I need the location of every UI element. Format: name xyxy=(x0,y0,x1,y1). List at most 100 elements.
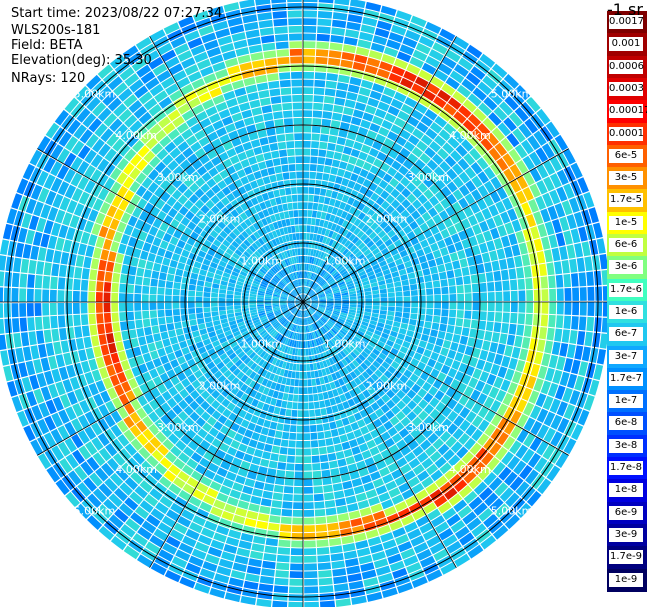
backscatter-cell xyxy=(251,285,259,290)
backscatter-cell xyxy=(427,432,439,444)
backscatter-cell xyxy=(324,158,333,166)
backscatter-cell xyxy=(326,304,334,307)
backscatter-cell xyxy=(376,206,385,216)
backscatter-cell xyxy=(285,378,291,386)
backscatter-cell xyxy=(365,252,374,260)
backscatter-cell xyxy=(215,431,226,442)
backscatter-cell xyxy=(149,244,159,255)
backscatter-cell xyxy=(65,315,74,327)
backscatter-cell xyxy=(187,302,195,309)
backscatter-cell xyxy=(289,323,294,331)
backscatter-cell xyxy=(454,479,468,493)
backscatter-cell xyxy=(109,218,120,231)
backscatter-cell xyxy=(476,359,486,370)
backscatter-cell xyxy=(179,233,189,243)
backscatter-cell xyxy=(75,503,91,519)
backscatter-cell xyxy=(329,42,343,51)
backscatter-cell xyxy=(65,453,79,469)
backscatter-cell xyxy=(462,99,477,113)
backscatter-cell xyxy=(264,323,272,330)
backscatter-cell xyxy=(134,293,142,302)
backscatter-cell xyxy=(212,173,223,184)
backscatter-cell xyxy=(321,415,329,424)
backscatter-cell xyxy=(474,211,485,223)
backscatter-cell xyxy=(36,170,49,187)
backscatter-cell xyxy=(395,296,403,302)
backscatter-cell xyxy=(209,261,218,269)
backscatter-cell xyxy=(68,253,77,266)
backscatter-cell xyxy=(373,267,382,274)
backscatter-cell xyxy=(303,302,306,310)
backscatter-cell xyxy=(124,402,135,415)
backscatter-cell xyxy=(283,320,289,327)
backscatter-cell xyxy=(471,347,481,359)
backscatter-cell xyxy=(128,357,138,368)
backscatter-cell xyxy=(331,207,339,216)
backscatter-cell xyxy=(219,169,230,179)
backscatter-cell xyxy=(559,216,570,232)
backscatter-cell xyxy=(473,108,487,122)
backscatter-cell xyxy=(356,402,365,412)
backscatter-cell xyxy=(19,317,28,332)
backscatter-cell xyxy=(289,347,294,355)
backscatter-cell xyxy=(181,128,194,140)
backscatter-cell xyxy=(541,289,549,301)
backscatter-cell xyxy=(155,198,166,210)
backscatter-cell xyxy=(65,278,74,290)
backscatter-cell xyxy=(484,492,499,507)
backscatter-cell xyxy=(325,358,332,367)
backscatter-cell xyxy=(103,312,112,323)
backscatter-cell xyxy=(481,207,492,220)
backscatter-cell xyxy=(72,290,80,302)
backscatter-cell xyxy=(338,281,345,286)
backscatter-cell xyxy=(311,298,318,301)
backscatter-cell xyxy=(200,351,210,360)
backscatter-cell xyxy=(245,336,253,343)
backscatter-cell xyxy=(341,338,349,346)
backscatter-cell xyxy=(355,250,363,258)
backscatter-cell xyxy=(243,21,259,31)
backscatter-cell xyxy=(265,294,272,298)
backscatter-cell xyxy=(117,350,127,362)
backscatter-cell xyxy=(142,428,155,441)
backscatter-cell xyxy=(173,315,181,323)
backscatter-cell xyxy=(458,230,468,241)
backscatter-cell xyxy=(202,258,211,266)
backscatter-cell xyxy=(315,64,327,73)
backscatter-cell xyxy=(174,43,190,56)
backscatter-cell xyxy=(157,287,165,295)
backscatter-cell xyxy=(306,287,310,295)
backscatter-cell xyxy=(237,351,246,359)
backscatter-cell xyxy=(427,207,438,218)
backscatter-cell xyxy=(303,202,308,210)
backscatter-cell xyxy=(285,285,292,292)
backscatter-cell xyxy=(320,318,326,324)
backscatter-cell xyxy=(264,344,271,352)
backscatter-cell xyxy=(147,181,159,194)
backscatter-cell xyxy=(372,348,381,356)
backscatter-cell xyxy=(74,326,83,338)
backscatter-cell xyxy=(189,182,200,193)
colorbar-tick-label: 6e-9 xyxy=(609,505,643,520)
backscatter-cell xyxy=(247,37,261,46)
backscatter-cell xyxy=(43,220,54,235)
backscatter-cell xyxy=(307,210,313,218)
backscatter-cell xyxy=(253,373,261,382)
backscatter-cell xyxy=(265,537,279,547)
backscatter-cell xyxy=(533,289,541,302)
backscatter-cell xyxy=(174,212,184,223)
backscatter-cell xyxy=(251,314,259,319)
backscatter-cell xyxy=(246,510,259,520)
backscatter-cell xyxy=(251,354,259,362)
backscatter-cell xyxy=(221,378,231,388)
backscatter-cell xyxy=(303,140,311,148)
backscatter-cell xyxy=(287,298,295,301)
backscatter-cell xyxy=(11,272,20,288)
backscatter-cell xyxy=(183,188,194,199)
backscatter-cell xyxy=(281,219,287,227)
backscatter-cell xyxy=(322,283,329,289)
backscatter-cell xyxy=(572,302,580,316)
backscatter-cell xyxy=(323,285,330,290)
backscatter-cell xyxy=(190,123,203,134)
backscatter-cell xyxy=(85,347,95,360)
